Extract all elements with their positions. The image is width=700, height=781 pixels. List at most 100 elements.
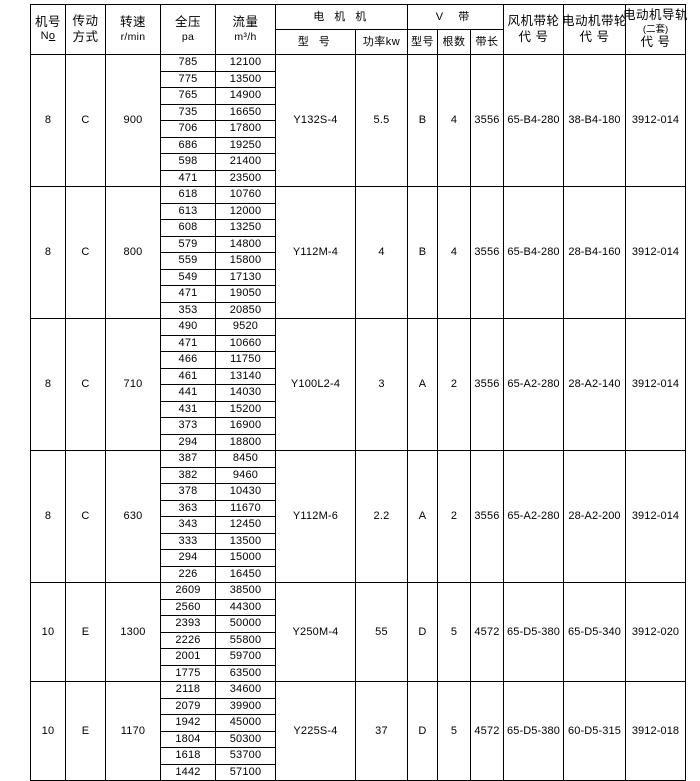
table-row: 373 16900 — [31, 417, 686, 435]
cell-flow: 16650 — [215, 103, 276, 121]
cell-total-pressure: 785 — [160, 54, 216, 72]
header-total-pressure-cn: 全压 — [174, 15, 201, 30]
cell-total-pressure: 373 — [160, 417, 216, 435]
cell-flow: 20850 — [215, 301, 276, 319]
cell-total-pressure: 466 — [160, 351, 216, 369]
cell-total-pressure: 775 — [160, 70, 216, 88]
header-fan-pulley-line2: 代 号 — [518, 29, 549, 44]
cell-belt-count: 2 — [437, 450, 471, 583]
cell-total-pressure: 765 — [160, 87, 216, 105]
cell-flow: 9520 — [215, 318, 276, 336]
cell-flow: 16450 — [215, 565, 276, 583]
header-machine-no-en: No — [40, 30, 56, 43]
cell-flow: 59700 — [215, 648, 276, 666]
table-row: 441 14030 — [31, 384, 686, 402]
cell-flow: 11670 — [215, 499, 276, 517]
table-row: 8 C 900 785 12100 Y132S-4 5.5 B 4 3556 65-B4-280 38… — [30, 54, 686, 187]
cell-total-pressure: 431 — [160, 400, 216, 418]
table-row: 2560 44300 — [31, 598, 686, 616]
cell-motor-pulley-code: 65-D5-340 — [563, 582, 626, 682]
header-drive-type-line1: 传动 — [72, 13, 99, 28]
table-row: 706 17800 — [31, 120, 686, 138]
cell-total-pressure: 549 — [160, 268, 216, 286]
cell-total-pressure: 294 — [160, 549, 216, 567]
header-motor-pulley: 电动机带轮 代 号 — [562, 4, 628, 55]
cell-motor-model: Y250M-4 — [275, 582, 356, 682]
cell-machine-no: 8 — [30, 54, 66, 187]
header-belt-length: 带长 — [470, 29, 504, 55]
cell-total-pressure: 1442 — [160, 763, 216, 781]
cell-total-pressure: 382 — [160, 466, 216, 484]
header-row-bottom: 型 号 功率kw 型号 根数 带长 — [31, 29, 686, 55]
cell-belt-count: 2 — [437, 318, 471, 451]
cell-flow: 34600 — [215, 681, 276, 699]
table-body: 8 C 900 785 12100 Y132S-4 5.5 B 4 3556 65-B4-280 38… — [30, 54, 686, 781]
table-row: 466 11750 — [31, 351, 686, 369]
table-row: 549 17130 — [31, 268, 686, 286]
specification-sheet: 机号 No 传动 方式 转速 r/min — [0, 4, 700, 781]
cell-fan-pulley-code: 65-B4-280 — [503, 186, 564, 319]
cell-belt-count: 5 — [437, 681, 471, 781]
cell-fan-pulley-code: 65-A2-280 — [503, 450, 564, 583]
cell-total-pressure: 706 — [160, 120, 216, 138]
cell-total-pressure: 686 — [160, 136, 216, 154]
cell-belt-type: A — [407, 318, 438, 451]
cell-speed: 800 — [105, 186, 161, 319]
table-row: 1775 63500 — [31, 664, 686, 682]
cell-flow: 12000 — [215, 202, 276, 220]
cell-total-pressure: 2560 — [160, 598, 216, 616]
cell-total-pressure: 471 — [160, 169, 216, 187]
cell-total-pressure: 579 — [160, 235, 216, 253]
cell-motor-pulley-code: 60-D5-315 — [563, 681, 626, 781]
header-motor-rail-line1: 电动机导轨 — [623, 7, 689, 22]
cell-motor-model: Y132S-4 — [275, 54, 356, 187]
header-motor-pulley-line2: 代 号 — [579, 29, 610, 44]
cell-total-pressure: 1775 — [160, 664, 216, 682]
cell-total-pressure: 2226 — [160, 631, 216, 649]
cell-flow: 16900 — [215, 417, 276, 435]
header-fan-pulley: 风机带轮 代 号 — [503, 4, 564, 55]
cell-total-pressure: 1618 — [160, 747, 216, 765]
cell-flow: 13250 — [215, 219, 276, 237]
cell-belt-type: B — [407, 54, 438, 187]
cell-flow: 39900 — [215, 697, 276, 715]
cell-motor-power: 4 — [355, 186, 408, 319]
table-row: 461 13140 — [31, 367, 686, 385]
header-speed: 转速 r/min — [105, 4, 161, 55]
cell-flow: 12100 — [215, 54, 276, 72]
cell-flow: 12450 — [215, 516, 276, 534]
cell-motor-power: 3 — [355, 318, 408, 451]
table-row: 431 15200 — [31, 400, 686, 418]
cell-motor-pulley-code: 28-A2-140 — [563, 318, 626, 451]
header-machine-no-cn: 机号 — [34, 14, 61, 29]
header-drive-type: 传动 方式 — [65, 4, 106, 55]
table-row: 10 E 1170 2118 34600 Y225S-4 37 D 5 4572 65-D5-380… — [30, 681, 686, 781]
cell-belt-length: 3556 — [470, 318, 504, 451]
table-row: 2226 55800 — [31, 631, 686, 649]
table-row: 226 16450 — [31, 565, 686, 583]
cell-machine-no: 8 — [30, 186, 66, 319]
cell-flow: 17130 — [215, 268, 276, 286]
cell-total-pressure: 226 — [160, 565, 216, 583]
table-row: 333 13500 — [31, 532, 686, 550]
header-belt-count: 根数 — [437, 29, 471, 55]
cell-motor-rail-code: 3912-018 — [625, 681, 686, 781]
table-header: 机号 No 传动 方式 转速 r/min — [30, 4, 689, 55]
cell-drive-type: C — [65, 186, 106, 319]
cell-flow: 44300 — [215, 598, 276, 616]
cell-speed: 710 — [105, 318, 161, 451]
cell-total-pressure: 333 — [160, 532, 216, 550]
cell-motor-model: Y112M-6 — [275, 450, 356, 583]
cell-belt-count: 4 — [437, 186, 471, 319]
table-row: 363 11670 — [31, 499, 686, 517]
table-row: 8 C 800 618 10760 Y112M-4 4 B 4 3556 65-B4-280 28-B… — [30, 186, 686, 319]
cell-belt-length: 4572 — [470, 681, 504, 781]
cell-motor-power: 2.2 — [355, 450, 408, 583]
header-total-pressure-unit: pa — [181, 30, 195, 43]
header-motor-pulley-line1: 电动机带轮 — [562, 13, 628, 28]
cell-flow: 9460 — [215, 466, 276, 484]
cell-total-pressure: 363 — [160, 499, 216, 517]
cell-flow: 15200 — [215, 400, 276, 418]
cell-flow: 50000 — [215, 615, 276, 633]
table-row: 2079 39900 — [31, 697, 686, 715]
